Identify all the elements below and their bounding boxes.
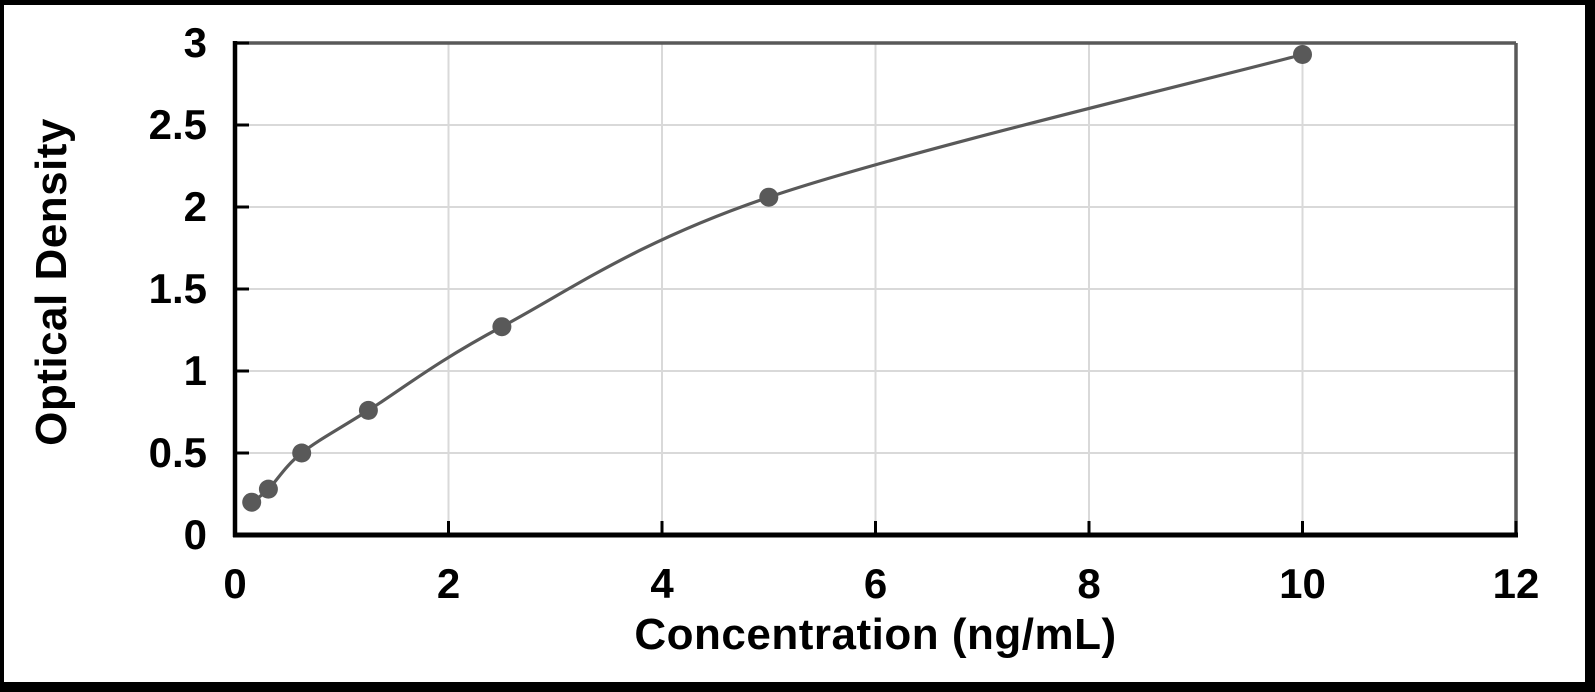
data-point-marker <box>292 443 312 463</box>
data-point-marker <box>242 492 262 512</box>
data-point-marker <box>258 479 278 499</box>
data-point-marker <box>492 317 512 337</box>
y-tick-label: 1 <box>184 347 207 394</box>
y-tick-label: 3 <box>184 19 207 66</box>
data-point-marker <box>358 400 378 420</box>
data-point-marker <box>1293 45 1312 64</box>
image-frame-top <box>0 0 1595 5</box>
y-axis-title: Optical Density <box>27 118 76 446</box>
x-axis-title: Concentration (ng/mL) <box>634 610 1117 659</box>
y-tick-label: 2.5 <box>149 101 207 148</box>
x-tick-label: 2 <box>437 560 460 607</box>
image-frame-right <box>1585 0 1595 692</box>
y-tick-label: 0.5 <box>149 429 207 476</box>
y-tick-label: 2 <box>184 183 207 230</box>
x-tick-label: 4 <box>650 560 674 607</box>
image-frame-left <box>0 0 4 692</box>
x-tick-label: 0 <box>223 560 246 607</box>
image-frame-bottom <box>0 682 1595 692</box>
x-tick-label: 8 <box>1077 560 1100 607</box>
x-tick-label: 6 <box>864 560 887 607</box>
x-tick-label: 10 <box>1279 560 1326 607</box>
y-tick-label: 0 <box>184 511 207 558</box>
y-tick-label: 1.5 <box>149 265 207 312</box>
standard-curve-line <box>250 52 1305 504</box>
data-point-marker <box>759 187 779 207</box>
x-tick-label: 12 <box>1493 560 1540 607</box>
